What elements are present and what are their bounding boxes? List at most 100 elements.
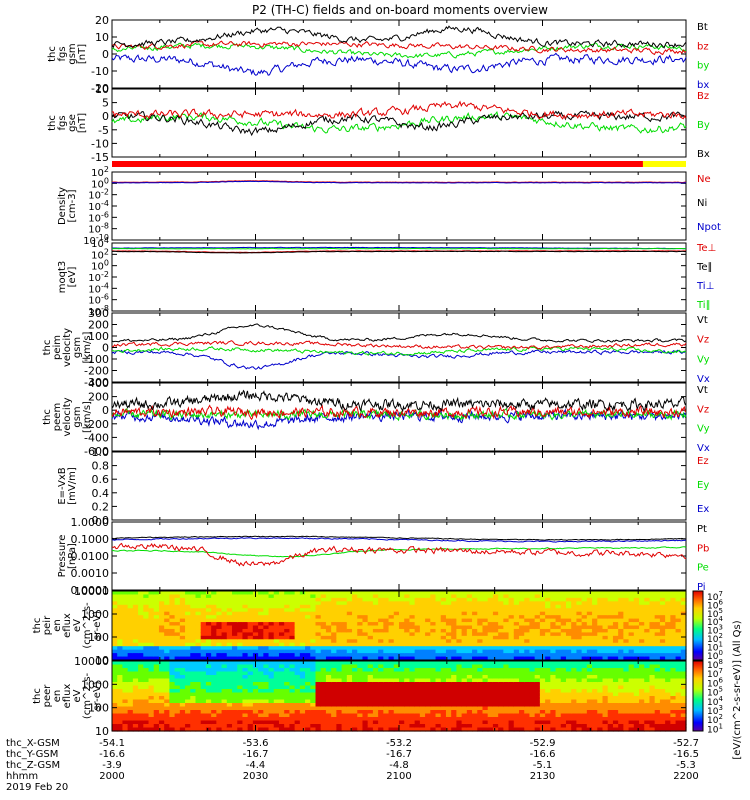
spectrogram-cell	[190, 611, 197, 616]
spectrogram-cell	[148, 678, 155, 683]
spectrogram-cell	[346, 727, 353, 732]
spectrogram-cell	[461, 635, 468, 640]
spectrogram-cell	[680, 601, 687, 606]
spectrogram-cell	[597, 591, 604, 596]
spectrogram-cell	[560, 625, 567, 630]
spectrogram-cell	[524, 706, 531, 711]
spectrogram-cell	[524, 632, 531, 637]
spectrogram-cell	[409, 601, 416, 606]
spectrogram-cell	[200, 601, 207, 606]
spectrogram-cell	[539, 692, 546, 697]
spectrogram-cell	[221, 646, 228, 651]
spectrogram-cell	[482, 727, 489, 732]
spectrogram-cell	[169, 689, 176, 694]
spectrogram-cell	[372, 692, 379, 697]
spectrogram-cell	[602, 671, 609, 676]
spectrogram-cell	[372, 703, 379, 708]
spectrogram-cell	[378, 720, 384, 725]
spectrogram-cell	[346, 625, 353, 630]
spectrogram-cell	[294, 713, 301, 718]
spectrogram-cell	[169, 675, 176, 680]
spectrogram-cell	[179, 646, 186, 651]
spectrogram-cell	[670, 604, 677, 609]
spectrogram-cell	[456, 682, 463, 687]
spectrogram-cell	[597, 699, 604, 704]
spectrogram-cell	[654, 632, 661, 637]
spectrogram-cell	[362, 632, 369, 637]
spectrogram-cell	[216, 642, 223, 647]
spectrogram-cell	[242, 611, 249, 616]
spectrogram-cell	[237, 608, 244, 613]
spectrogram-cell	[466, 632, 473, 637]
spectrogram-cell	[232, 653, 238, 658]
spectrogram-cell	[237, 710, 244, 715]
spectrogram-cell	[524, 608, 531, 613]
spectrogram-cell	[425, 639, 431, 644]
spectrogram-cell	[200, 611, 207, 616]
spectrogram-cell	[226, 717, 233, 722]
spectrogram-cell	[419, 632, 426, 637]
spectrogram-cell	[289, 622, 296, 627]
spectrogram-cell	[388, 628, 395, 633]
spectrogram-cell	[581, 710, 588, 715]
spectrogram-cell	[341, 668, 348, 673]
spectrogram-cell	[482, 699, 489, 704]
spectrogram-cell	[148, 724, 155, 729]
spectrogram-cell	[263, 682, 270, 687]
spectrogram-cell	[117, 720, 124, 725]
spectrogram-cell	[148, 706, 155, 711]
spectrogram-cell	[346, 720, 353, 725]
footer-value: -4.4	[246, 760, 266, 771]
spectrogram-cell	[560, 675, 567, 680]
spectrogram-cell	[232, 689, 238, 694]
spectrogram-cell	[200, 661, 207, 666]
spectrogram-cell	[200, 696, 207, 701]
spectrogram-cell	[117, 727, 124, 732]
spectrogram-cell	[665, 710, 671, 715]
spectrogram-cell	[529, 601, 536, 606]
spectrogram-cell	[174, 597, 181, 602]
spectrogram-cell	[258, 653, 264, 658]
spectrogram-cell	[216, 615, 223, 620]
spectrogram-cell	[164, 696, 170, 701]
spectrogram-cell	[216, 632, 223, 637]
spectrogram-cell	[305, 597, 311, 602]
spectrogram-cell	[372, 591, 379, 596]
spectrogram-cell	[325, 608, 332, 613]
spectrogram-cell	[451, 611, 457, 616]
spectrogram-cell	[284, 720, 291, 725]
y-tick-label: 10	[95, 725, 109, 738]
spectrogram-cell	[581, 622, 588, 627]
spectrogram-cell	[456, 661, 463, 666]
spectrogram-cell	[216, 710, 223, 715]
spectrogram-cell	[581, 713, 588, 718]
spectrogram-cell	[607, 703, 614, 708]
spectrogram-cell	[232, 724, 238, 729]
spectrogram-cell	[503, 628, 510, 633]
spectrogram-cell	[315, 668, 322, 673]
spectrogram-cell	[299, 646, 306, 651]
spectrogram-cell	[273, 685, 280, 690]
spectrogram-cell	[571, 604, 578, 609]
spectrogram-cell	[576, 611, 583, 616]
y-tick-label: -200	[84, 365, 109, 378]
spectrogram-cell	[169, 706, 176, 711]
spectrogram-cell	[127, 689, 134, 694]
spectrogram-cell	[607, 682, 614, 687]
spectrogram-cell	[127, 615, 134, 620]
spectrogram-cell	[529, 604, 536, 609]
spectrogram-cell	[132, 668, 139, 673]
spectrogram-cell	[555, 625, 562, 630]
spectrogram-cell	[550, 639, 557, 644]
y-axis-title: (cm^2-s-	[82, 602, 93, 649]
spectrogram-cell	[242, 675, 249, 680]
spectrogram-cell	[164, 608, 170, 613]
spectrogram-cell	[138, 689, 144, 694]
spectrogram-cell	[675, 646, 682, 651]
spectrogram-cell	[524, 646, 531, 651]
spectrogram-cell	[174, 591, 181, 596]
spectrogram-cell	[477, 622, 484, 627]
spectrogram-cell	[597, 594, 604, 599]
spectrogram-cell	[117, 706, 124, 711]
spectrogram-cell	[612, 601, 619, 606]
